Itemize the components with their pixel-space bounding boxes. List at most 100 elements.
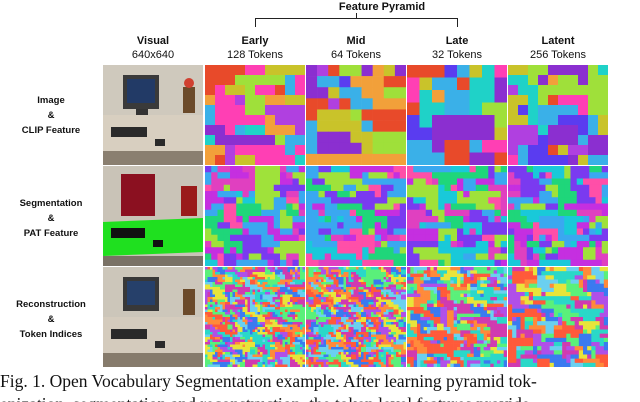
feature-cell [207,267,211,270]
feature-cell [222,314,226,318]
feature-cell [300,284,303,288]
feature-cell [500,216,507,223]
feature-cell [373,292,377,295]
feature-cell [388,272,392,275]
tile-latent-pat [508,166,608,266]
feature-cell [270,314,273,318]
feature-cell [260,307,263,310]
feature-cell [398,314,402,318]
feature-cell [225,284,228,288]
feature-cell [215,85,226,96]
feature-cell [215,322,218,325]
feature-cell [589,178,596,186]
feature-cell [287,304,291,308]
feature-cell [341,344,344,348]
feature-cell [383,272,387,275]
feature-cell [337,172,344,179]
feature-cell [391,279,394,283]
feature-cell [212,329,216,333]
feature-cell [215,282,218,285]
feature-cell [217,337,221,340]
feature-cell [292,216,300,223]
feature-cell [576,184,584,192]
feature-cell [308,312,312,315]
feature-cell [252,309,256,313]
feature-cell [353,344,357,348]
feature-cell [346,277,349,280]
feature-cell [282,329,286,333]
feature-cell [432,166,439,173]
feature-cell [343,166,351,173]
feature-cell [212,282,216,285]
feature-cell [353,289,357,293]
feature-cell [280,247,287,254]
feature-cell [368,352,372,355]
feature-cell [346,362,349,365]
feature-cell [331,339,334,343]
feature-cell [308,324,312,328]
feature-cell [267,197,275,204]
feature-cell [220,287,223,290]
feature-cell [508,125,519,136]
feature-cell [207,322,211,325]
feature-cell [440,280,444,284]
feature-cell [518,105,529,116]
feature-cell [215,319,218,323]
feature-cell [257,352,261,355]
feature-cell [311,332,314,335]
feature-cell [252,287,256,290]
feature-cell [318,222,326,229]
feature-cell [361,274,364,278]
feature-cell [306,87,318,99]
feature-cell [453,280,458,284]
feature-cell [262,324,266,328]
feature-cell [333,359,337,363]
feature-cell [232,364,236,367]
feature-pyramid-bracket-tick [356,13,357,19]
feature-cell [275,319,278,323]
feature-cell [242,334,246,338]
feature-cell [210,342,213,345]
feature-cell [282,359,286,363]
feature-cell [205,75,216,86]
feature-cell [207,329,211,333]
feature-cell [210,332,213,335]
feature-cell [250,334,253,338]
feature-cell [260,364,263,367]
feature-cell [595,191,603,198]
feature-cell [583,191,590,198]
feature-cell [595,197,603,204]
feature-cell [482,115,495,128]
feature-cell [548,155,559,165]
feature-cell [272,309,276,313]
feature-cell [430,300,434,304]
feature-cell [490,277,494,281]
feature-cell [336,282,339,285]
feature-cell [225,287,228,290]
feature-cell [265,324,268,328]
feature-cell [282,292,286,295]
feature-cell [450,241,458,248]
feature-cell [210,307,213,310]
feature-cell [215,364,218,367]
feature-cell [236,172,243,179]
feature-cell [313,299,317,303]
feature-cell [328,289,332,293]
feature-cell [280,209,287,217]
feature-cell [313,334,317,338]
feature-cell [292,297,296,300]
feature-cell [250,272,253,275]
feature-cell [260,337,263,340]
feature-cell [503,293,507,298]
feature-cell [391,359,394,363]
feature-cell [300,349,303,353]
feature-cell [401,309,404,313]
feature-cell [399,209,406,217]
feature-cell [568,155,579,165]
feature-cell [205,209,212,217]
feature-cell [217,279,221,283]
feature-cell [361,317,364,320]
feature-cell [583,253,590,261]
feature-cell [545,228,553,236]
feature-cell [475,203,483,211]
